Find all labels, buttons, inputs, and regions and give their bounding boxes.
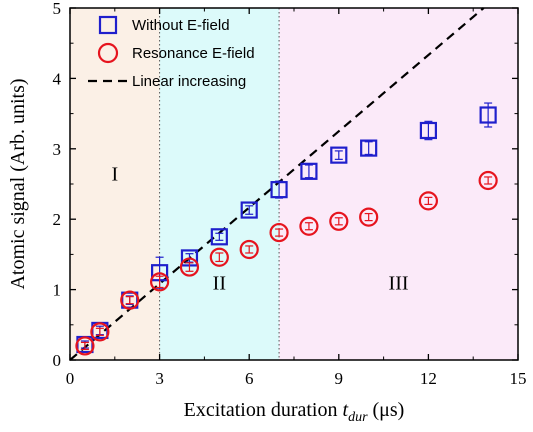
- without-e-field-point: [210, 228, 228, 246]
- resonance-e-field-point: [150, 272, 170, 292]
- resonance-e-field-point: [329, 211, 349, 231]
- legend: Without E-field Resonance E-field Linear i…: [88, 15, 255, 90]
- resonance-e-field-point: [179, 257, 200, 277]
- x-tick-label: 15: [510, 369, 527, 388]
- resonance-e-field-point: [269, 222, 289, 243]
- without-e-field-point: [479, 106, 497, 124]
- resonance-e-field-point: [120, 290, 140, 310]
- resonance-e-field-point: [478, 170, 498, 191]
- y-tick-label: 0: [53, 351, 62, 370]
- region-II-label: II: [213, 273, 226, 295]
- without-e-field-point: [360, 139, 378, 157]
- resonance-e-field-point: [90, 322, 110, 342]
- without-e-field-point: [240, 201, 258, 219]
- y-tick-label: 2: [53, 210, 62, 229]
- axes-layer: [69, 7, 519, 361]
- y-tick-label: 4: [53, 69, 62, 88]
- resonance-e-field-point: [299, 216, 319, 236]
- y-tick-label: 5: [53, 0, 62, 18]
- legend-circle-marker: [97, 42, 119, 64]
- y-tick-label: 1: [53, 281, 62, 300]
- without-e-field-point: [419, 121, 437, 140]
- region-I-label: I: [111, 163, 118, 185]
- resonance-e-field-point: [209, 247, 229, 267]
- without-e-field-point: [270, 181, 288, 199]
- y-tick-label: 3: [53, 140, 62, 159]
- resonance-e-field-point: [359, 207, 379, 227]
- y-axis-label: Atomic signal (Arb. units): [7, 78, 29, 289]
- x-tick-label: 12: [420, 369, 437, 388]
- points-layer: [75, 102, 498, 356]
- regions-layer: III III: [70, 8, 518, 360]
- legend-label: Resonance E-field: [132, 45, 255, 62]
- legend-square-marker: [98, 15, 118, 35]
- legend-label: Linear increasing: [132, 73, 246, 90]
- x-tick-label: 3: [155, 369, 164, 388]
- axis-labels-layer: Excitation duration tdur (μs) Atomic sign…: [7, 78, 404, 425]
- region-III-label: III: [389, 273, 409, 295]
- legend-label: Without E-field: [132, 17, 230, 34]
- without-e-field-point: [300, 162, 318, 180]
- resonance-e-field-point: [75, 336, 95, 356]
- resonance-e-field-point: [239, 239, 259, 260]
- resonance-e-field-point: [418, 191, 438, 211]
- region-II-band: [159, 8, 280, 360]
- x-tick-label: 9: [335, 369, 344, 388]
- region-III-band: [279, 8, 518, 360]
- without-e-field-point: [330, 146, 348, 164]
- region-I-band: [70, 8, 160, 360]
- x-axis-label: Excitation duration tdur (μs): [184, 399, 405, 425]
- x-tick-label: 6: [245, 369, 254, 388]
- x-tick-label: 0: [66, 369, 75, 388]
